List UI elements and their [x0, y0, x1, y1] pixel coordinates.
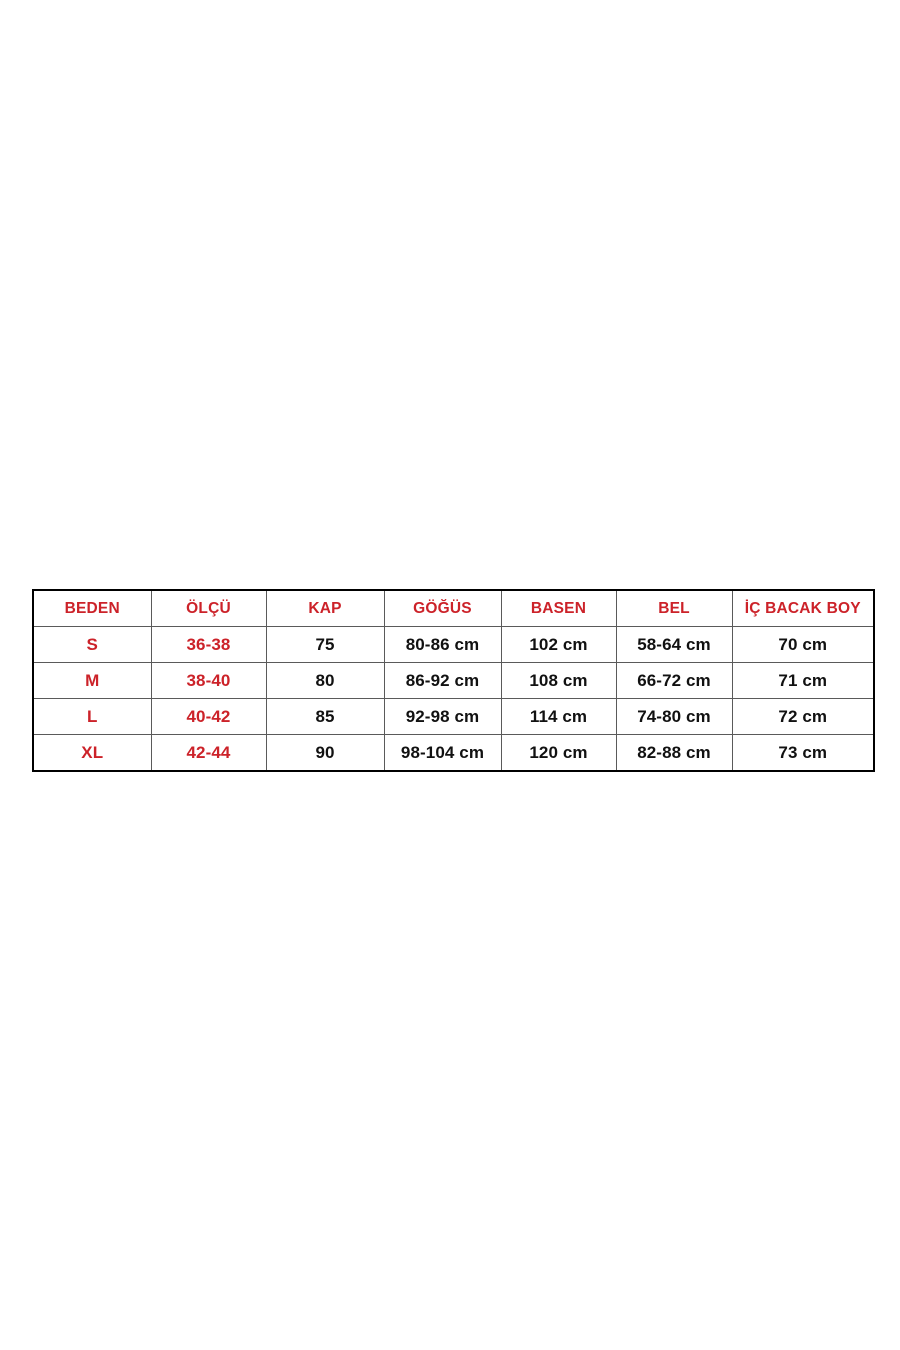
cell-gogus: 98-104 cm [383, 734, 502, 772]
cell-gogus: 86-92 cm [383, 662, 502, 699]
table-row: L 40-42 85 92-98 cm 114 cm 74-80 cm 72 c… [32, 698, 875, 735]
cell-ic-bacak-boy: 72 cm [731, 698, 875, 735]
cell-basen: 120 cm [500, 734, 617, 772]
cell-kap: 80 [265, 662, 385, 699]
column-header-basen: BASEN [500, 589, 617, 627]
cell-olcu: 42-44 [150, 734, 267, 772]
cell-olcu: 38-40 [150, 662, 267, 699]
column-header-bel: BEL [615, 589, 733, 627]
cell-beden: L [32, 698, 152, 735]
cell-bel: 66-72 cm [615, 662, 733, 699]
table-body: S 36-38 75 80-86 cm 102 cm 58-64 cm 70 c… [32, 626, 875, 772]
cell-gogus: 92-98 cm [383, 698, 502, 735]
cell-basen: 102 cm [500, 626, 617, 663]
cell-kap: 75 [265, 626, 385, 663]
cell-beden: XL [32, 734, 152, 772]
table-row: S 36-38 75 80-86 cm 102 cm 58-64 cm 70 c… [32, 626, 875, 663]
cell-ic-bacak-boy: 71 cm [731, 662, 875, 699]
size-chart-table: BEDEN ÖLÇÜ KAP GÖĞÜS BASEN BEL İÇ BACAK … [32, 589, 875, 772]
cell-beden: M [32, 662, 152, 699]
cell-ic-bacak-boy: 70 cm [731, 626, 875, 663]
cell-kap: 90 [265, 734, 385, 772]
table-row: XL 42-44 90 98-104 cm 120 cm 82-88 cm 73… [32, 734, 875, 772]
size-chart-container: BEDEN ÖLÇÜ KAP GÖĞÜS BASEN BEL İÇ BACAK … [32, 589, 875, 772]
cell-ic-bacak-boy: 73 cm [731, 734, 875, 772]
table-header-row: BEDEN ÖLÇÜ KAP GÖĞÜS BASEN BEL İÇ BACAK … [32, 589, 875, 627]
cell-gogus: 80-86 cm [383, 626, 502, 663]
column-header-kap: KAP [265, 589, 385, 627]
cell-olcu: 36-38 [150, 626, 267, 663]
cell-beden: S [32, 626, 152, 663]
cell-olcu: 40-42 [150, 698, 267, 735]
table-header: BEDEN ÖLÇÜ KAP GÖĞÜS BASEN BEL İÇ BACAK … [32, 589, 875, 627]
cell-bel: 74-80 cm [615, 698, 733, 735]
column-header-ic-bacak-boy: İÇ BACAK BOY [731, 589, 875, 627]
cell-basen: 114 cm [500, 698, 617, 735]
cell-basen: 108 cm [500, 662, 617, 699]
column-header-olcu: ÖLÇÜ [150, 589, 267, 627]
cell-bel: 58-64 cm [615, 626, 733, 663]
cell-kap: 85 [265, 698, 385, 735]
table-row: M 38-40 80 86-92 cm 108 cm 66-72 cm 71 c… [32, 662, 875, 699]
column-header-gogus: GÖĞÜS [383, 589, 502, 627]
column-header-beden: BEDEN [32, 589, 152, 627]
cell-bel: 82-88 cm [615, 734, 733, 772]
